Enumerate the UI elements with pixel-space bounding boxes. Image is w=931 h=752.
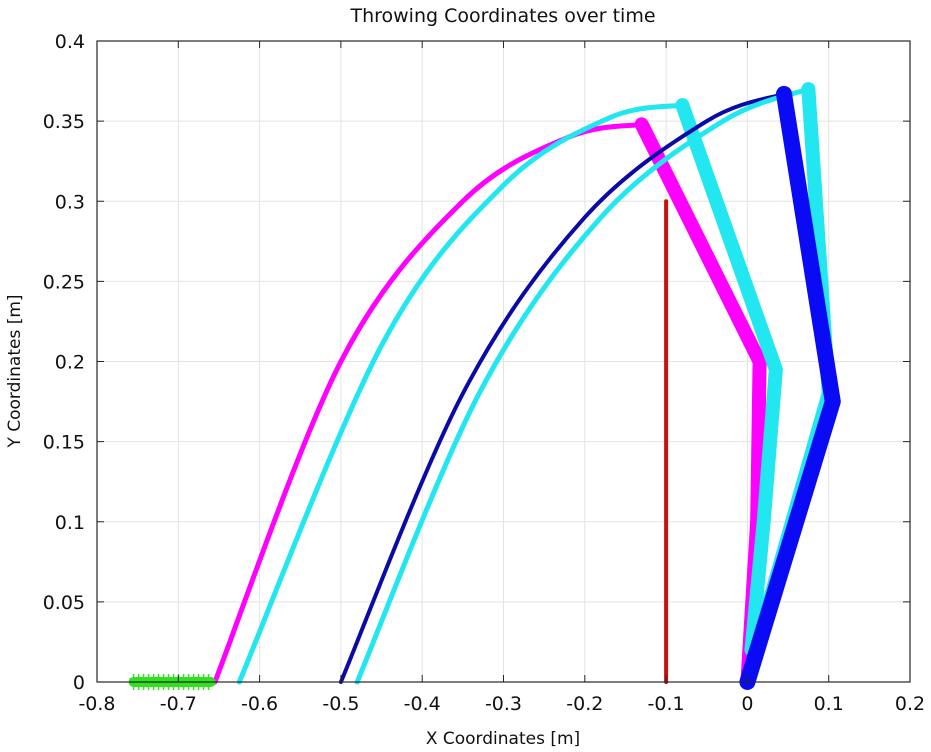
magenta-arm bbox=[634, 117, 767, 689]
plot-series bbox=[128, 82, 841, 690]
x-tick-label: 0.1 bbox=[814, 693, 844, 715]
x-tick-label: -0.5 bbox=[322, 693, 359, 715]
cyan-trajectory-2 bbox=[354, 86, 811, 685]
x-tick-label: 0.2 bbox=[895, 693, 925, 715]
x-axis-ticks: -0.8 -0.7 -0.6 -0.5 -0.4 -0.3 -0.2 -0.1 0 0.1 0.2 bbox=[78, 41, 925, 715]
x-tick-label: -0.4 bbox=[404, 693, 441, 715]
y-tick-label: 0.2 bbox=[55, 352, 85, 374]
y-tick-label: 0.35 bbox=[43, 111, 85, 133]
x-tick-label: -0.1 bbox=[648, 693, 685, 715]
chart-title: Throwing Coordinates over time bbox=[349, 5, 655, 27]
y-tick-label: 0.15 bbox=[43, 432, 85, 454]
magenta-trajectory bbox=[212, 121, 645, 685]
x-axis-label: X Coordinates [m] bbox=[426, 729, 580, 749]
x-tick-label: 0 bbox=[741, 693, 753, 715]
x-tick-label: -0.3 bbox=[485, 693, 522, 715]
x-tick-label: -0.8 bbox=[78, 693, 115, 715]
y-axis-ticks: 0 0.05 0.1 0.15 0.2 0.25 0.3 0.35 0.4 bbox=[43, 31, 910, 694]
y-tick-label: 0.05 bbox=[43, 592, 85, 614]
y-tick-label: 0 bbox=[73, 672, 85, 694]
x-tick-label: -0.6 bbox=[241, 693, 278, 715]
x-tick-label: -0.2 bbox=[566, 693, 603, 715]
cyan-arm-1 bbox=[675, 98, 783, 657]
y-tick-label: 0.4 bbox=[55, 31, 85, 53]
cyan-trajectory-1 bbox=[236, 102, 685, 685]
x-tick-label: -0.7 bbox=[160, 693, 197, 715]
navy-trajectory bbox=[338, 91, 786, 684]
blue-arm bbox=[739, 85, 841, 690]
y-axis-label: Y Coordinates [m] bbox=[5, 294, 25, 448]
y-tick-label: 0.25 bbox=[43, 271, 85, 293]
y-tick-label: 0.3 bbox=[55, 191, 85, 213]
y-tick-label: 0.1 bbox=[55, 512, 85, 534]
